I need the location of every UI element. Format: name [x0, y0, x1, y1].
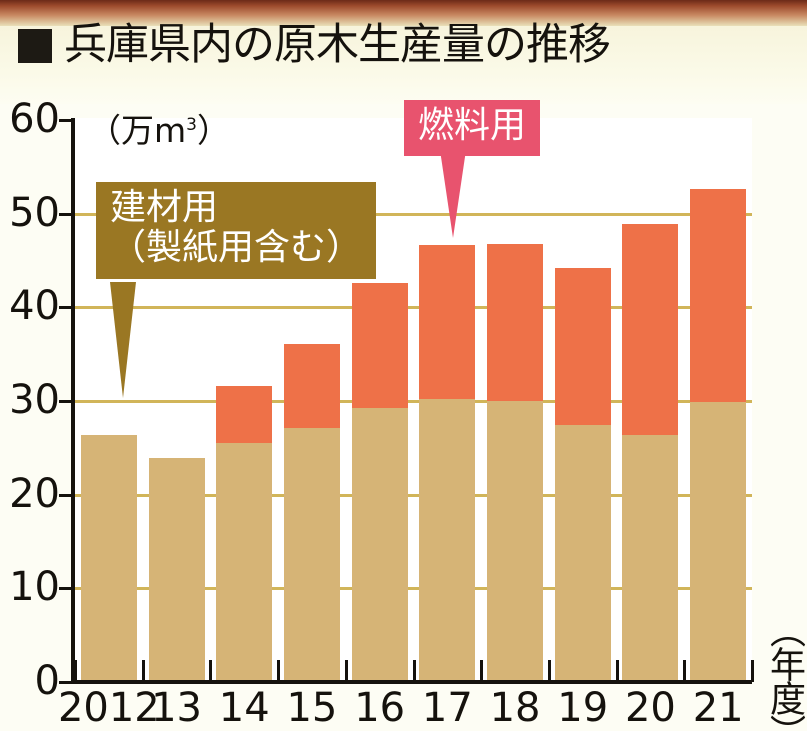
y-axis-line	[71, 118, 75, 684]
y-tick-30	[59, 400, 73, 403]
x-axis-label-16: 16	[354, 685, 406, 731]
gridline-40	[75, 306, 752, 310]
y-axis-label-10: 10	[9, 564, 60, 611]
callout-fuel-box: 燃料用	[404, 100, 541, 157]
bar-segment-fuel-16	[352, 282, 408, 408]
bar-segment-fuel-21	[690, 189, 746, 402]
bar-segment-construction-21	[690, 401, 746, 682]
y-axis-label-40: 40	[9, 283, 60, 330]
bar-segment-fuel-19	[555, 267, 611, 426]
x-axis-label-15: 15	[286, 685, 338, 731]
page-title-text: 兵庫県内の原木生産量の推移	[64, 20, 611, 70]
x-axis-caption: （年度）	[764, 612, 805, 731]
callout-construction: 建材用 （製紙用含む）	[96, 182, 377, 398]
header-background	[0, 26, 807, 104]
gridline-20	[75, 493, 752, 497]
bar-segment-construction-19	[555, 425, 611, 682]
page-title: 兵庫県内の原木生産量の推移	[18, 20, 611, 70]
y-tick-60	[59, 119, 73, 122]
gridline-30	[75, 400, 752, 403]
y-axis-unit-close: ）	[196, 111, 230, 150]
x-tick-19	[548, 660, 551, 682]
x-axis-label-21: 21	[692, 685, 744, 731]
bar-20	[622, 223, 678, 682]
callout-construction-pointer	[110, 282, 136, 398]
x-axis-label-18: 18	[489, 685, 541, 731]
x-tick-16	[345, 660, 348, 682]
y-axis-label-50: 50	[9, 189, 60, 236]
y-axis-unit-label: （万m3）	[88, 104, 230, 152]
callout-construction-line2: （製紙用含む）	[110, 227, 363, 269]
x-tick-2012	[74, 660, 77, 682]
bar-segment-fuel-18	[487, 243, 543, 401]
callout-fuel-pointer	[440, 150, 466, 238]
callout-construction-box: 建材用 （製紙用含む）	[96, 182, 377, 279]
y-tick-20	[59, 493, 73, 497]
bar-segment-fuel-20	[622, 223, 678, 435]
bar-segment-fuel-14	[216, 386, 272, 444]
x-axis-label-19: 19	[557, 685, 609, 731]
y-axis-label-30: 30	[9, 377, 60, 423]
bar-segment-construction-13	[149, 458, 205, 682]
bar-segment-construction-15	[284, 428, 340, 682]
bar-2012	[81, 434, 137, 682]
callout-fuel: 燃料用	[404, 100, 541, 238]
y-axis-label-60: 60	[9, 96, 60, 142]
x-tick-20	[616, 660, 619, 682]
y-axis-label-0: 0	[34, 658, 60, 704]
bar-14	[216, 386, 272, 682]
x-tick-end	[751, 660, 754, 682]
x-tick-13	[142, 660, 145, 682]
bar-18	[487, 243, 543, 682]
y-tick-10	[59, 587, 73, 591]
x-tick-17	[413, 660, 416, 682]
bar-segment-construction-2012	[81, 434, 137, 682]
x-tick-21	[683, 660, 686, 682]
gridline-50	[75, 212, 752, 216]
x-tick-18	[480, 660, 483, 682]
bar-segment-construction-18	[487, 400, 543, 682]
bar-segment-fuel-15	[284, 343, 340, 429]
black-square-icon	[18, 28, 52, 63]
bar-13	[149, 458, 205, 682]
x-axis-label-20: 20	[624, 685, 676, 731]
x-axis-line	[71, 680, 752, 684]
bar-segment-construction-16	[352, 407, 408, 682]
y-tick-50	[59, 212, 73, 216]
bar-segment-construction-17	[419, 399, 475, 682]
y-axis-unit-exponent: 3	[186, 115, 197, 135]
bar-15	[284, 343, 340, 682]
bar-segment-construction-14	[216, 443, 272, 682]
bar-21	[690, 189, 746, 682]
y-axis-label-20: 20	[9, 470, 60, 517]
x-axis-label-13: 13	[151, 685, 202, 731]
x-axis-label-2012: 2012	[57, 685, 160, 731]
callout-construction-line1: 建材用	[110, 187, 219, 228]
bar-17	[419, 244, 475, 682]
y-tick-0	[59, 681, 73, 684]
x-axis-label-17: 17	[421, 685, 473, 731]
bar-segment-construction-20	[622, 434, 678, 682]
gridline-10	[75, 587, 752, 591]
y-axis-unit-text: （万m	[88, 111, 187, 150]
bar-19	[555, 267, 611, 682]
x-tick-14	[209, 660, 212, 682]
x-axis-label-14: 14	[218, 685, 270, 731]
callout-fuel-line1: 燃料用	[418, 105, 527, 146]
y-tick-40	[59, 306, 73, 310]
bar-segment-fuel-17	[419, 244, 475, 400]
bar-16	[352, 282, 408, 682]
x-tick-15	[277, 660, 280, 682]
